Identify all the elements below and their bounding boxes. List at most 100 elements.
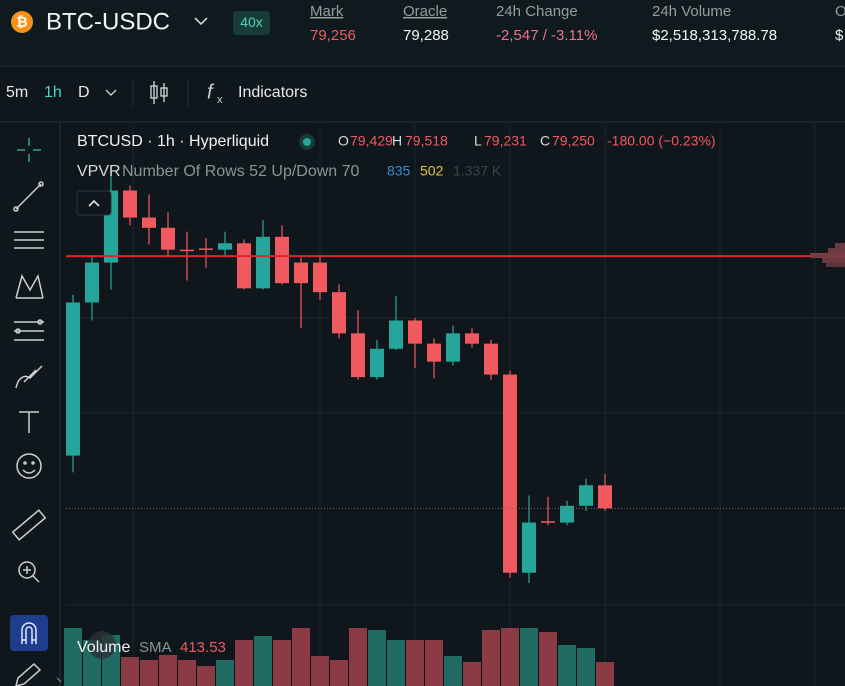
indicators-button[interactable]: Indicators bbox=[238, 84, 307, 101]
vpvr-total: 1.337 K bbox=[453, 163, 502, 179]
candle-body bbox=[180, 249, 194, 252]
fx-icon: x bbox=[217, 94, 223, 106]
stat-value: $2,518,313,788.78 bbox=[652, 27, 777, 44]
candle-body bbox=[199, 248, 213, 250]
chart-bg bbox=[0, 66, 845, 686]
magnet-tool-bg[interactable] bbox=[10, 615, 48, 651]
chevron[interactable] bbox=[105, 89, 117, 96]
header-bg bbox=[0, 0, 845, 66]
volume-bar bbox=[387, 640, 405, 686]
volume-bar bbox=[463, 662, 481, 686]
candle-body bbox=[427, 343, 441, 362]
volume-bar bbox=[501, 628, 519, 686]
candle-body bbox=[332, 292, 346, 334]
btc-icon-glyph: ₿ bbox=[16, 14, 27, 30]
volume-bar bbox=[406, 640, 424, 686]
toolbar: f x bbox=[105, 80, 223, 106]
candle-body bbox=[598, 485, 612, 509]
volume-bar bbox=[273, 640, 291, 686]
volume-bar bbox=[425, 640, 443, 686]
brush-tool[interactable] bbox=[15, 365, 43, 389]
ohlc-label: C bbox=[540, 133, 550, 149]
candle-body bbox=[294, 262, 308, 284]
candle-body bbox=[503, 374, 517, 573]
legend-change: -180.00 (−0.23%) bbox=[607, 133, 716, 149]
scroll-arrow[interactable] bbox=[56, 677, 62, 683]
candle-body bbox=[275, 236, 289, 284]
candles-icon[interactable] bbox=[150, 81, 168, 104]
candle-body bbox=[256, 236, 270, 289]
stat-value: 79,288 bbox=[403, 27, 449, 44]
magnet-tool bbox=[21, 622, 37, 644]
chevron[interactable] bbox=[194, 17, 208, 26]
vpvr-histogram bbox=[810, 243, 845, 267]
volume-bar bbox=[482, 630, 500, 686]
volume-bar bbox=[216, 660, 234, 686]
candle-body bbox=[161, 227, 175, 250]
volume-bar bbox=[558, 645, 576, 686]
emoji-tool[interactable] bbox=[16, 453, 42, 479]
candle-body bbox=[351, 333, 365, 378]
interval[interactable]: 5m bbox=[6, 84, 28, 101]
volume-bar bbox=[178, 660, 196, 686]
candle-body bbox=[484, 343, 498, 375]
hlines-tool[interactable] bbox=[14, 231, 44, 249]
grid bbox=[66, 125, 845, 686]
stat-label: 24h Change bbox=[496, 3, 578, 20]
candle-body bbox=[522, 522, 536, 573]
fx-icon[interactable]: f bbox=[207, 81, 215, 103]
volume-name: Volume bbox=[77, 639, 130, 656]
volume-bar bbox=[349, 628, 367, 686]
volume-bar bbox=[577, 648, 595, 686]
candle-body bbox=[370, 348, 384, 378]
ruler-tool[interactable] bbox=[11, 509, 47, 541]
stat-label: 24h Volume bbox=[652, 3, 731, 20]
volume-bar bbox=[330, 660, 348, 686]
vpvr-name: VPVR bbox=[77, 163, 121, 180]
text-tool[interactable] bbox=[19, 411, 39, 433]
stat-label: Mark bbox=[310, 3, 344, 20]
volume-bar bbox=[311, 656, 329, 686]
fib-tool[interactable] bbox=[14, 319, 44, 341]
ohlc-value: 79,231 bbox=[484, 133, 527, 149]
stat-value: 79,256 bbox=[310, 27, 356, 44]
volume-sma-label: SMA bbox=[139, 639, 172, 656]
volume-bar bbox=[235, 640, 253, 686]
volume-bar bbox=[596, 662, 614, 686]
ohlc-label: H bbox=[392, 133, 402, 149]
volume-bar bbox=[159, 655, 177, 686]
stat-label: O bbox=[835, 3, 845, 20]
ohlc-value: 79,429 bbox=[350, 133, 393, 149]
leverage-badge[interactable] bbox=[233, 11, 270, 35]
volume-bar bbox=[254, 636, 272, 686]
volume-bar bbox=[292, 628, 310, 686]
stat-value: $ bbox=[835, 27, 844, 44]
zoom-tool[interactable] bbox=[18, 561, 40, 583]
status-dot bbox=[303, 138, 311, 146]
pattern-tool[interactable] bbox=[15, 273, 44, 299]
ohlc-label: L bbox=[474, 133, 482, 149]
ohlc-value: 79,250 bbox=[552, 133, 595, 149]
volume-bar bbox=[121, 657, 139, 686]
btc-icon bbox=[11, 11, 33, 33]
vpvr-down: 502 bbox=[420, 163, 444, 179]
vpvr-up: 835 bbox=[387, 163, 411, 179]
symbol[interactable]: BTC-USDC bbox=[46, 8, 170, 35]
volume-bar bbox=[368, 630, 386, 686]
trendline-tool[interactable] bbox=[13, 181, 44, 212]
volume-bar bbox=[197, 666, 215, 686]
stat-value: -2,547 / -3.11% bbox=[496, 27, 597, 44]
volume-sma-value: 413.53 bbox=[180, 639, 226, 656]
candle-body bbox=[85, 262, 99, 303]
legend-ohlc: O 79,429 H 79,518 L 79,231 C 79,250 bbox=[338, 133, 595, 149]
collapse-button[interactable] bbox=[76, 190, 112, 216]
leverage: 40x bbox=[240, 14, 263, 30]
candle-body bbox=[560, 505, 574, 523]
candle-body bbox=[579, 485, 593, 506]
interval[interactable]: 1h bbox=[44, 84, 62, 101]
pencil-tool[interactable] bbox=[15, 662, 42, 686]
crosshair-tool[interactable] bbox=[17, 138, 41, 162]
interval[interactable]: D bbox=[78, 84, 90, 101]
